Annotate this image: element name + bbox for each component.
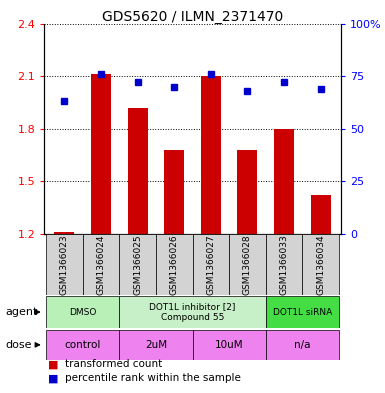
Text: GSM1366025: GSM1366025: [133, 234, 142, 295]
Bar: [91, 74, 111, 234]
Text: GSM1366034: GSM1366034: [316, 234, 325, 295]
Text: 10uM: 10uM: [215, 340, 243, 350]
Bar: [54, 232, 74, 234]
Text: GSM1366026: GSM1366026: [170, 234, 179, 295]
Bar: [237, 150, 258, 234]
Bar: [192, 234, 229, 295]
Text: DMSO: DMSO: [69, 308, 96, 316]
Text: DOT1L siRNA: DOT1L siRNA: [273, 308, 332, 316]
Text: dose: dose: [6, 340, 32, 350]
Bar: [46, 296, 119, 328]
Bar: [83, 234, 119, 295]
Bar: [311, 195, 331, 234]
Bar: [119, 330, 192, 360]
Bar: [119, 296, 266, 328]
Text: GSM1366028: GSM1366028: [243, 234, 252, 295]
Text: GSM1366024: GSM1366024: [97, 234, 105, 294]
Bar: [201, 76, 221, 234]
Text: DOT1L inhibitor [2]
Compound 55: DOT1L inhibitor [2] Compound 55: [149, 302, 236, 322]
Bar: [127, 108, 148, 234]
Text: agent: agent: [6, 307, 38, 317]
Bar: [302, 234, 339, 295]
Text: GSM1366023: GSM1366023: [60, 234, 69, 295]
Text: GDS5620 / ILMN_2371470: GDS5620 / ILMN_2371470: [102, 10, 283, 24]
Text: ■: ■: [48, 360, 59, 369]
Text: GSM1366027: GSM1366027: [206, 234, 215, 295]
Text: ■: ■: [48, 373, 59, 383]
Text: 2uM: 2uM: [145, 340, 167, 350]
Text: transformed count: transformed count: [65, 360, 163, 369]
Bar: [46, 234, 83, 295]
Bar: [156, 234, 192, 295]
Bar: [119, 234, 156, 295]
Bar: [266, 234, 302, 295]
Bar: [164, 150, 184, 234]
Bar: [266, 330, 339, 360]
Text: control: control: [65, 340, 101, 350]
Bar: [46, 330, 119, 360]
Bar: [229, 234, 266, 295]
Text: n/a: n/a: [294, 340, 311, 350]
Bar: [266, 296, 339, 328]
Bar: [192, 330, 266, 360]
Text: percentile rank within the sample: percentile rank within the sample: [65, 373, 241, 383]
Bar: [274, 129, 294, 234]
Text: GSM1366033: GSM1366033: [280, 234, 288, 295]
